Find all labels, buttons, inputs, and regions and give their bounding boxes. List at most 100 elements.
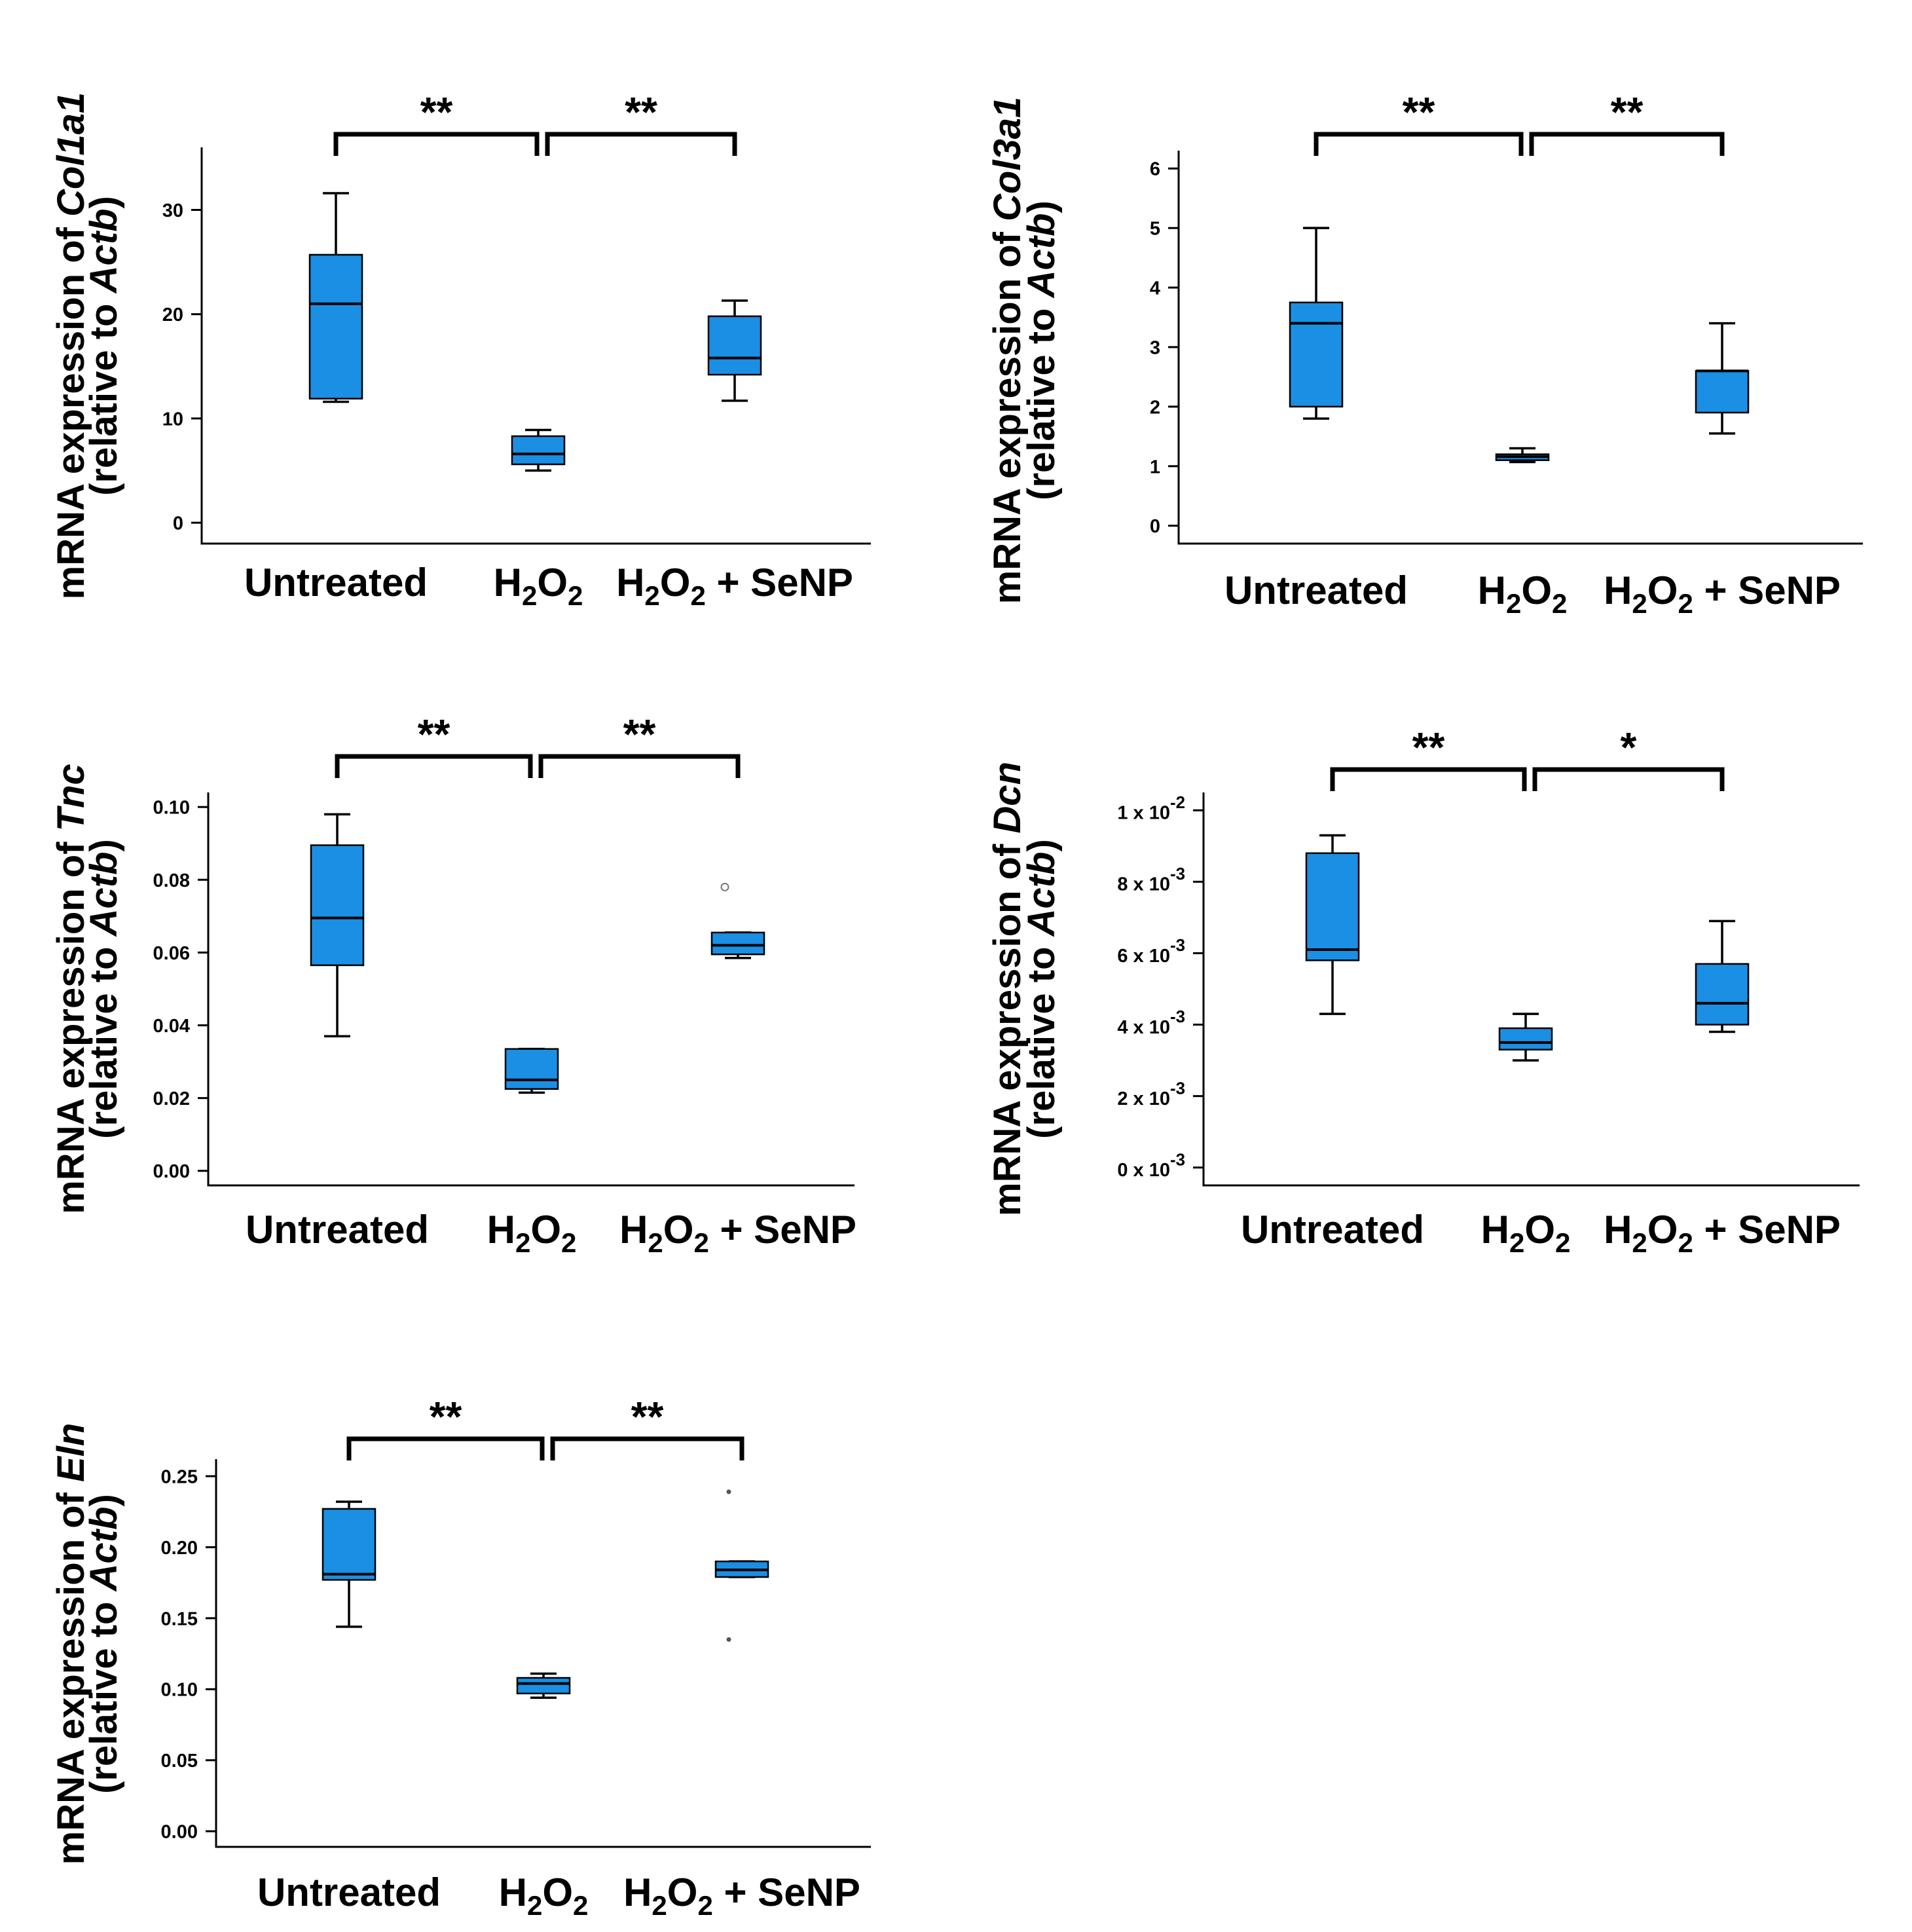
y-axis-label-line2: (relative to Actb)	[83, 839, 125, 1139]
y-tick-label: 0.06	[153, 943, 190, 964]
y-tick-label: 0.10	[153, 798, 190, 819]
category-label: H2O2	[1478, 568, 1568, 619]
category-label-subscript: 2	[561, 1227, 576, 1258]
box-group	[1498, 1012, 1553, 1062]
y-tick-label: 0.08	[153, 870, 190, 891]
y-axis-label-prefix: mRNA expression of	[50, 217, 92, 599]
y-tick-label: 1 x 10-2	[1117, 794, 1185, 824]
category-label: H2O2	[1481, 1208, 1571, 1258]
significance-bracket	[1330, 767, 1527, 791]
y-tick-label-text: 0.00	[161, 1822, 198, 1843]
y-axis-label-gene: Tnc	[50, 764, 92, 831]
category-label-tail: + SeNP	[713, 1870, 860, 1914]
y-tick-label: 0.25	[161, 1466, 198, 1487]
y-axis-label-prefix: mRNA expression of	[986, 221, 1029, 604]
category-label-tail: + SeNP	[1693, 1208, 1841, 1252]
y-tick-label-text: 1	[1150, 456, 1160, 477]
y-tick-label-text: 2 x 10	[1117, 1088, 1170, 1109]
category-label: H2O2 + SeNP	[623, 1870, 860, 1921]
significance-label: **	[625, 88, 657, 136]
category-label-main: H	[1604, 568, 1632, 612]
category-label-subscript: 2	[1555, 1227, 1570, 1258]
y-axis-label: mRNA expression of Dcn(relative to Actb)	[986, 762, 1063, 1216]
significance-bracket	[538, 754, 741, 778]
y-tick-label-exponent: -3	[1170, 1151, 1185, 1169]
box-iqr	[1695, 963, 1750, 1026]
y-tick-label-text: 0.06	[153, 943, 190, 964]
y-tick-label: 0.20	[161, 1538, 198, 1559]
box-group	[511, 428, 566, 472]
y-axis-label-line2: (relative to Actb)	[1020, 839, 1063, 1139]
y-tick-label: 0	[1150, 516, 1160, 537]
category-label-main: Untreated	[257, 1870, 441, 1914]
y-axis-label: mRNA expression of Col3a1(relative to Ac…	[986, 97, 1063, 604]
y-tick-label-exponent: -3	[1170, 937, 1185, 955]
y-tick-label: 30	[162, 200, 183, 221]
box-group	[1695, 920, 1750, 1033]
significance-label: **	[1611, 88, 1644, 136]
y-tick-label-text: 2	[1150, 397, 1160, 418]
y-tick-label-text: 1 x 10	[1117, 803, 1170, 824]
category-label-mid: O	[667, 1870, 698, 1914]
category-label-tail: + SeNP	[1693, 568, 1841, 612]
y-tick-label: 6	[1150, 159, 1160, 180]
category-label-mid: O	[1524, 1208, 1555, 1252]
chart-panel-tnc: 0.00 0.02 0.04 0.06 0.08 0.10 mRNA expression …	[50, 711, 856, 1258]
chart-panel-eln: 0.00 0.05 0.10 0.15 0.20 0.25 mRNA expression …	[50, 1393, 871, 1921]
y-tick-label: 0.15	[161, 1608, 198, 1629]
category-label-main: H	[616, 561, 644, 604]
outlier-point	[726, 1637, 731, 1642]
box-group	[308, 192, 363, 403]
y-tick-label: 10	[162, 409, 183, 430]
y-tick-label-text: 0.04	[153, 1016, 190, 1037]
y-tick-label-exponent: -3	[1170, 865, 1185, 883]
y-axis-label-line2-suffix: )	[1020, 200, 1063, 213]
y-tick-label-text: 0.02	[153, 1088, 190, 1109]
y-axis-label-line2-prefix: (relative to	[1020, 936, 1063, 1138]
y-tick-label: 0.00	[161, 1822, 198, 1843]
box-group	[516, 1672, 571, 1700]
y-tick-label: 5	[1150, 219, 1160, 240]
y-axis-label-line1: mRNA expression of Dcn	[986, 762, 1029, 1216]
box-iqr	[1305, 852, 1360, 961]
category-label-main: H	[494, 561, 522, 604]
category-label: Untreated	[1241, 1208, 1424, 1252]
category-label-mid: O	[530, 1208, 561, 1252]
y-tick-label-exponent: -3	[1170, 1079, 1185, 1098]
y-tick-label: 0	[173, 513, 183, 534]
category-label: H2O2 + SeNP	[1604, 568, 1841, 619]
box-iqr	[516, 1677, 571, 1695]
y-axis-label-line2-group: (relative to Actb)	[1020, 839, 1063, 1139]
y-tick-label-text: 0.15	[161, 1608, 198, 1629]
y-tick-label-text: 0.25	[161, 1466, 198, 1487]
y-axis-label-line2-prefix: (relative to	[83, 936, 125, 1138]
y-tick-label: 0.04	[153, 1016, 190, 1037]
y-tick-label-text: 4	[1150, 278, 1160, 299]
y-axis-label-line1: mRNA expression of Col1a1	[50, 92, 92, 600]
y-tick-label: 4 x 10-3	[1117, 1008, 1185, 1038]
category-label-main: H	[499, 1870, 527, 1914]
y-axis-label-ref: Actb	[1020, 214, 1063, 299]
y-axis-label-gene: Eln	[50, 1423, 92, 1482]
box-iqr	[511, 435, 566, 466]
significance-label: **	[631, 1393, 664, 1440]
y-tick-label: 4	[1150, 278, 1160, 299]
y-axis-label-line2: (relative to Actb)	[1020, 200, 1063, 500]
category-label-subscript: 2	[573, 1890, 588, 1921]
category-label-mid: O	[663, 1208, 694, 1252]
box-iqr	[310, 844, 365, 967]
category-label-mid: O	[537, 561, 568, 604]
y-tick-label: 0.02	[153, 1088, 190, 1109]
category-label-main: Untreated	[246, 1208, 429, 1252]
category-label-tail: + SeNP	[709, 1208, 856, 1252]
box-group	[1305, 834, 1360, 1015]
box-group	[707, 299, 762, 402]
y-tick-label-text: 0.08	[153, 870, 190, 891]
y-tick-label: 2	[1150, 397, 1160, 418]
category-label-main: H	[623, 1870, 652, 1914]
category-label-subscript: 2	[1632, 588, 1647, 619]
box-iqr	[1289, 301, 1344, 408]
